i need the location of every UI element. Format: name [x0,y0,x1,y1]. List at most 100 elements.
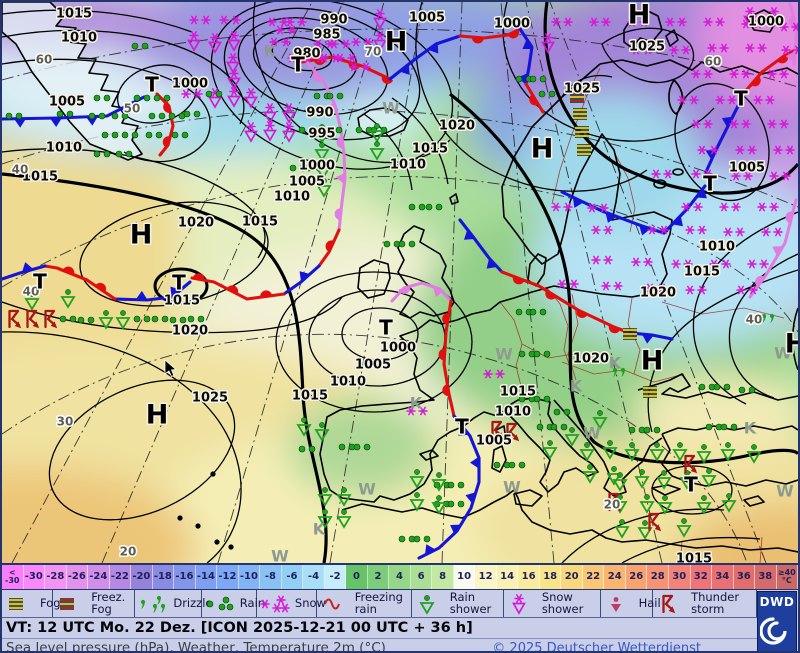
wx-rain2-symbol [353,443,371,451]
isobar-label: 1005 [409,11,445,26]
wx-snow2-symbol [709,259,731,269]
wx-snow2-symbol [645,283,667,293]
wx-shower-symbol [317,487,333,507]
scale-cell: -8 [260,565,282,589]
wx-fog-symbol [573,108,587,120]
wx-shower-symbol [419,594,435,615]
graticule-label: 40 [23,285,40,299]
wx-rain2-symbol [115,150,133,158]
scale-cell: -16 [174,565,196,589]
wx-rain2-symbol [56,110,74,118]
wx-snow2-symbol [669,45,691,55]
wx-rain2-symbol [447,481,465,489]
front-cold [2,262,47,281]
wx-shower-symbol [296,417,312,437]
wx-rain2-symbol [171,131,189,139]
front-cold [417,414,481,560]
front-warm [524,82,545,114]
wx-rain2-symbol [493,461,511,469]
wx-thunder-symbol [26,309,40,329]
wx-snow2-symbol [275,25,297,35]
wx-shower-symbol [314,124,330,144]
isobar-label: 1020 [640,286,676,301]
wx-shower-symbol [721,493,737,513]
wx-shower-symbol [634,469,650,489]
wx-snow2-symbol [589,17,611,27]
wx-thunder-symbol [44,309,58,329]
wx-thunder-symbol [608,492,622,512]
isobar-label: 1005 [49,95,85,110]
legend-item-snow-shower: Snow shower [504,590,601,617]
isobar-label: 1005 [729,161,765,176]
wx-rain1-symbol [206,600,214,607]
drizzle-icon [141,595,166,613]
wx-snowshower-symbol [541,33,555,54]
hail-icon [610,596,621,612]
high-center: H [531,134,554,165]
wx-freezfog-symbol [570,91,584,103]
wx-snow2-symbol [406,406,428,416]
isobar-label: 1020 [439,119,475,134]
wx-thunder-symbol [648,512,662,532]
wx-rain2-symbol [550,423,568,431]
wx-snow2-symbol [189,15,211,25]
wx-thunder-symbol [8,309,22,329]
front-warm [458,27,522,44]
airmass-label: W [583,424,601,443]
wx-rain2-symbol [538,90,556,98]
validity-text: VT: 12 UTC Mo. 22 Dez. [ICON 2025-12-21 … [6,620,473,636]
isobar-label: 1005 [476,434,512,449]
isobar-label: 1015 [684,265,720,280]
wx-snow2-symbol [551,17,573,27]
wx-shower-symbol [369,123,385,143]
wx-rain2-symbol [425,203,443,211]
scale-cell: -28 [45,565,67,589]
wx-rain2-symbol [698,383,716,391]
wx-rain2-symbol [187,315,205,323]
wx-shower-symbol [624,442,640,462]
wx-rain2-symbol [168,112,186,120]
wx-snow2-symbol [781,45,798,55]
legend-label: Snow shower [541,590,584,616]
graticule-label: 20 [120,545,137,559]
wx-shower-symbol [614,519,630,539]
isobar-label: 1010 [699,240,735,255]
wx-snow2-symbol [703,17,725,27]
wx-rain2-symbol [398,535,416,543]
wx-snow2-symbol [735,145,757,155]
front-warm [741,46,798,96]
wx-thunder-symbol [491,420,505,440]
wx-rain2-symbol [447,500,465,508]
isobar-label: 990 [320,13,347,28]
product-line: Sea level pressure (hPa), Weather, Tempe… [2,639,757,651]
wx-snow2-symbol [587,203,609,213]
wx-rain2-symbol [553,408,571,416]
scale-cell: -2 [324,565,347,589]
front-occluded [390,281,453,303]
legend-label: Snow [294,595,326,610]
wx-shower-symbol [315,160,331,180]
high-center: H [628,2,651,31]
wx-rain2-symbol [151,315,169,323]
wx-snow2-symbol [591,255,613,265]
legend-item-fog: Fog [2,590,61,617]
scale-cell: 36 [733,565,756,589]
wx-rain2-symbol [326,92,344,100]
legend-item-snow: Snow [257,590,326,617]
high-center: H [785,329,798,360]
wx-fog-symbol [577,144,591,156]
isobar-label: 1020 [172,324,208,339]
low-center: T [684,473,698,497]
front-cold [518,27,534,86]
wx-snow2-symbol [769,171,791,181]
wx-snow2-symbol [349,62,371,72]
legend-item-thunderstorm: Thunder storm [653,590,757,617]
front-warm [317,228,341,268]
high-center: H [130,220,153,251]
wx-snowshower-symbol [767,7,781,28]
wx-snow2-symbol [677,95,699,105]
wx-shower-symbol [409,469,425,489]
legend-label: Drizzle [173,595,213,610]
wx-shower-symbol [602,440,618,460]
